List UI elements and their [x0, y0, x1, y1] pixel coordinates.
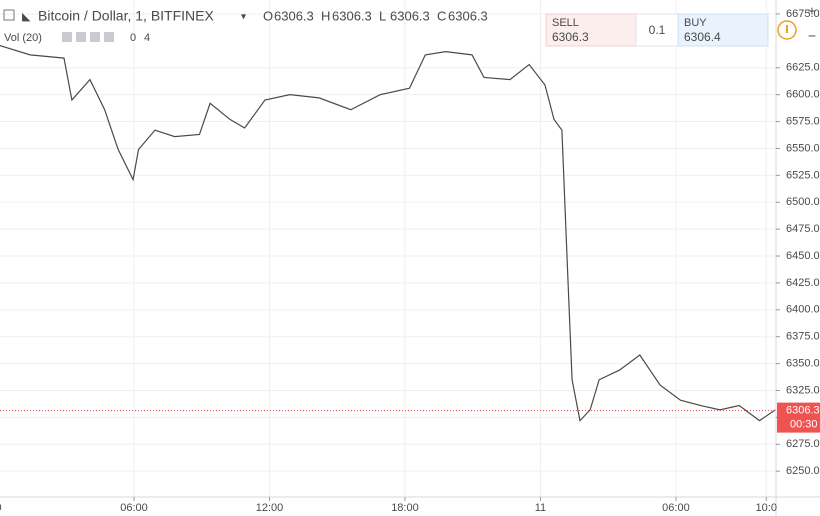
sell-price: 6306.3: [552, 30, 589, 44]
dropdown[interactable]: ▾: [241, 12, 246, 23]
ohlc-value: 6306.3: [448, 8, 488, 23]
price-line: [0, 45, 776, 422]
x-tick-label: 06:00: [120, 502, 148, 514]
button[interactable]: [62, 32, 72, 42]
spread-box: [635, 13, 679, 47]
y-tick-label: 6500.0: [786, 196, 820, 208]
y-tick-label: 6275.0: [786, 438, 820, 450]
ohlc-label: C: [437, 8, 446, 23]
last-price-label: 6306.3: [786, 405, 820, 417]
x-tick-label: 10:0: [756, 502, 777, 514]
countdown: 00:30: [790, 419, 818, 431]
sell-label: SELL: [552, 17, 579, 29]
y-tick-label: 6325.0: [786, 384, 820, 396]
x-tick-label: 11: [535, 502, 546, 514]
collapse-icon[interactable]: [3, 9, 15, 21]
y-tick-label: 6625.0: [786, 62, 820, 74]
button[interactable]: [104, 32, 114, 42]
y-tick-label: 6550.0: [786, 142, 820, 154]
x-tick-label: 12:00: [256, 502, 284, 514]
y-tick-label: 6525.0: [786, 169, 820, 181]
indicator-buttons: [62, 32, 114, 42]
buy-button[interactable]: [677, 13, 769, 47]
ohlc-label: L: [379, 8, 386, 23]
y-tick-label: 6675.0: [786, 8, 820, 20]
y-tick-label: 6450.0: [786, 250, 820, 262]
ohlc: O 6306.3 H 6306.3 L 6306.3 C 6306.3: [263, 8, 488, 23]
button[interactable]: [90, 32, 100, 42]
y-tick-label: 6425.0: [786, 277, 820, 289]
ohlc-label: O: [263, 8, 273, 23]
plot: [0, 45, 776, 422]
ohlc-value: 6306.3: [274, 8, 314, 23]
x-tick-label: 0: [0, 502, 2, 514]
labels: 6250.06275.06300.06325.06350.06375.06400…: [0, 8, 820, 514]
y-tick-label: 6475.0: [786, 223, 820, 235]
info-icon-bar: [786, 25, 788, 33]
ohlc-value: 6306.3: [390, 8, 430, 23]
y-tick-label: 6250.0: [786, 465, 820, 477]
x-tick-label: 06:00: [662, 502, 690, 514]
info-icon[interactable]: [777, 20, 797, 40]
indicator-value: 4: [144, 32, 150, 44]
y-tick-label: 6375.0: [786, 331, 820, 343]
y-tick-label: 6575.0: [786, 115, 820, 127]
symbol[interactable]: Bitcoin / Dollar, 1, BITFINEX: [38, 8, 214, 24]
ohlc-value: 6306.3: [332, 8, 372, 23]
spread: 0.1: [649, 23, 666, 37]
indicator: Vol (20): [4, 32, 42, 44]
zoom-in[interactable]: +: [808, 3, 816, 19]
symbol-icon: ◣: [22, 11, 31, 23]
buy-price: 6306.4: [684, 30, 721, 44]
y-tick-label: 6600.0: [786, 89, 820, 101]
last-price-tag: [777, 402, 820, 433]
indicator-value: 0: [130, 32, 136, 44]
grid: [0, 0, 776, 497]
buy-label: BUY: [684, 17, 707, 29]
zoom-out[interactable]: −: [808, 28, 816, 44]
x-tick-label: 18:00: [391, 502, 419, 514]
ohlc-label: H: [321, 8, 330, 23]
y-tick-label: 6400.0: [786, 304, 820, 316]
button[interactable]: [76, 32, 86, 42]
y-tick-label: 6350.0: [786, 358, 820, 370]
